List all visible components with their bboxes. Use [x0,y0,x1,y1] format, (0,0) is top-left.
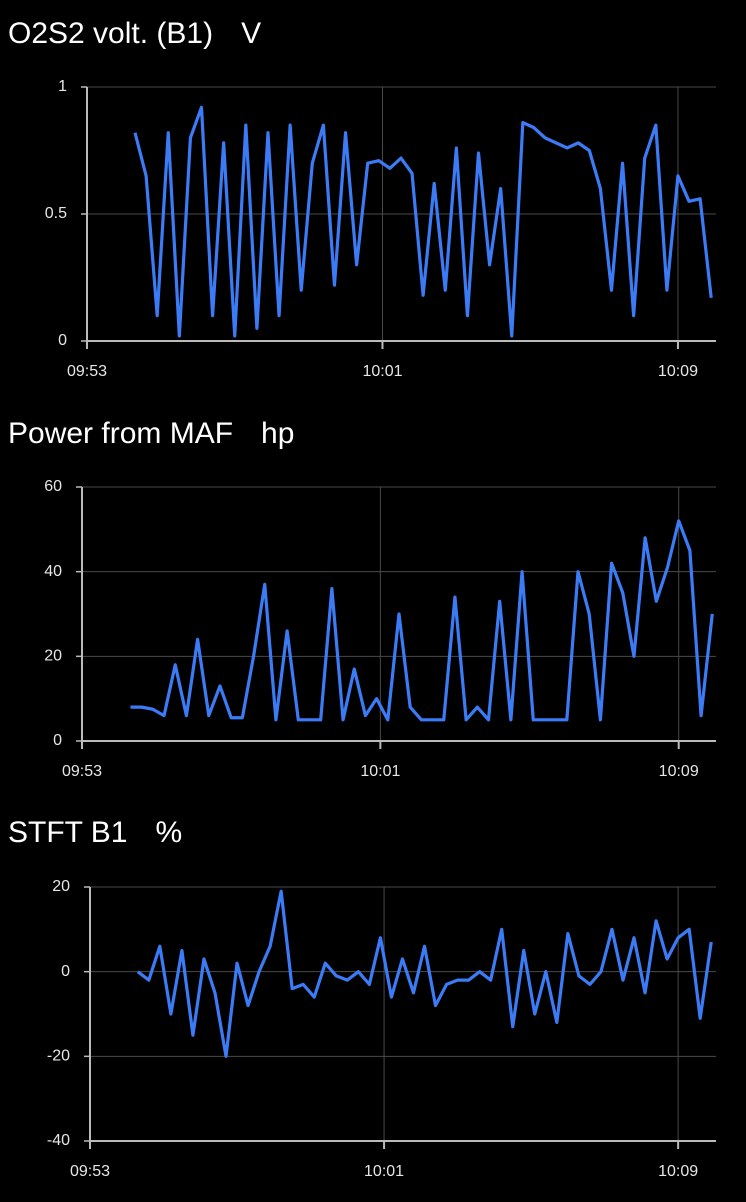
data-line [136,889,713,1058]
chart-title: Power from MAF hp [8,417,294,450]
unit-text: V [241,17,261,50]
chart: Power from MAF hp 0 20 40 60 09:53 10:01 10:09 [8,417,716,780]
y-tick-label: 0 [61,963,70,980]
title-text: Power from MAF [8,417,233,450]
chart: STFT B1 % -40 -20 0 20 09:53 10:01 10:09 [8,816,716,1180]
x-tick-label: 10:01 [364,1163,404,1180]
x-tick-label: 09:53 [67,363,107,380]
y-tick-label: -20 [47,1048,70,1065]
data-line [133,105,713,338]
chart: O2S2 volt. (B1) V 0 0.5 1 09:53 10:01 10:09 [8,17,716,380]
x-tick-label: 09:53 [70,1163,110,1180]
y-tick-label: 0 [53,732,62,749]
y-tick-label: 40 [44,563,62,580]
y-tick-label: 0.5 [45,205,67,222]
x-tick-label: 10:09 [658,1163,698,1180]
y-tick-label: 20 [44,648,62,665]
x-tick-label: 10:01 [360,763,400,780]
y-tick-label: 1 [58,78,67,95]
x-tick-label: 10:01 [362,363,402,380]
unit-text: hp [261,417,294,450]
chart-title: O2S2 volt. (B1) V [8,17,261,50]
data-line [130,519,714,722]
title-text: STFT B1 [8,816,127,849]
y-tick-label: -40 [47,1132,70,1149]
y-tick-label: 0 [58,332,67,349]
x-tick-label: 09:53 [62,763,102,780]
title-text: O2S2 volt. (B1) [8,17,213,50]
x-tick-label: 10:09 [658,363,698,380]
y-tick-label: 20 [52,878,70,895]
x-tick-label: 10:09 [659,763,699,780]
chart-title: STFT B1% [8,816,182,849]
y-tick-label: 60 [44,478,62,495]
unit-text: % [155,816,182,849]
